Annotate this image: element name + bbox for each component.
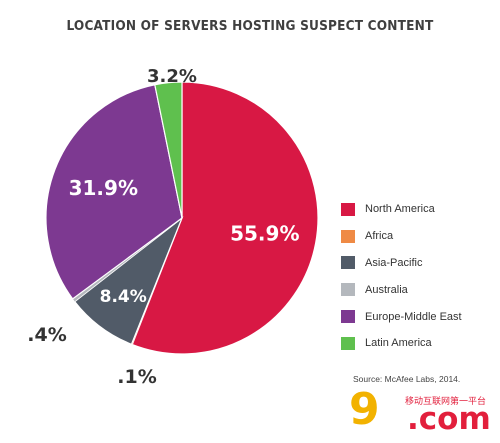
legend-swatch bbox=[341, 256, 355, 270]
legend: North America Africa Asia-Pacific Austra… bbox=[341, 196, 462, 357]
data-label-africa: .1% bbox=[117, 366, 156, 388]
legend-label: North America bbox=[365, 203, 435, 216]
legend-label: Asia-Pacific bbox=[365, 256, 423, 269]
data-label-north-america: 55.9% bbox=[230, 222, 299, 246]
data-label-latin-america: 3.2% bbox=[147, 66, 197, 87]
legend-item-north-america: North America bbox=[341, 196, 462, 223]
data-label-asia-pacific: 8.4% bbox=[100, 287, 147, 307]
legend-swatch bbox=[341, 283, 355, 297]
source-note: Source: McAfee Labs, 2014. bbox=[353, 374, 461, 384]
legend-item-latin-america: Latin America bbox=[341, 330, 462, 357]
legend-item-asia-pacific: Asia-Pacific bbox=[341, 250, 462, 277]
legend-label: Europe-Middle East bbox=[365, 310, 462, 323]
legend-swatch bbox=[341, 202, 355, 216]
data-label-australia: .4% bbox=[27, 324, 66, 346]
watermark-logo: 9 移动互联网第一平台 .com bbox=[345, 388, 495, 440]
legend-item-australia: Australia bbox=[341, 276, 462, 303]
watermark-nine: 9 bbox=[349, 384, 380, 435]
legend-swatch bbox=[341, 229, 355, 243]
pie-slice-north-america bbox=[131, 81, 319, 355]
legend-swatch bbox=[341, 336, 355, 350]
watermark-tagline: 移动互联网第一平台 bbox=[405, 397, 487, 407]
legend-item-europe-middle-east: Europe-Middle East bbox=[341, 303, 462, 330]
legend-label: Africa bbox=[365, 230, 394, 243]
legend-swatch bbox=[341, 310, 355, 324]
pie-slice-europe-middle-east bbox=[45, 84, 183, 300]
legend-label: Latin America bbox=[365, 337, 432, 350]
watermark-com: .com bbox=[407, 401, 491, 437]
chart-title: LOCATION OF SERVERS HOSTING SUSPECT CONT… bbox=[66, 18, 434, 34]
legend-label: Australia bbox=[365, 283, 408, 296]
data-label-europe-middle-east: 31.9% bbox=[69, 176, 138, 200]
legend-item-africa: Africa bbox=[341, 223, 462, 250]
pie-slice-latin-america bbox=[154, 81, 183, 219]
